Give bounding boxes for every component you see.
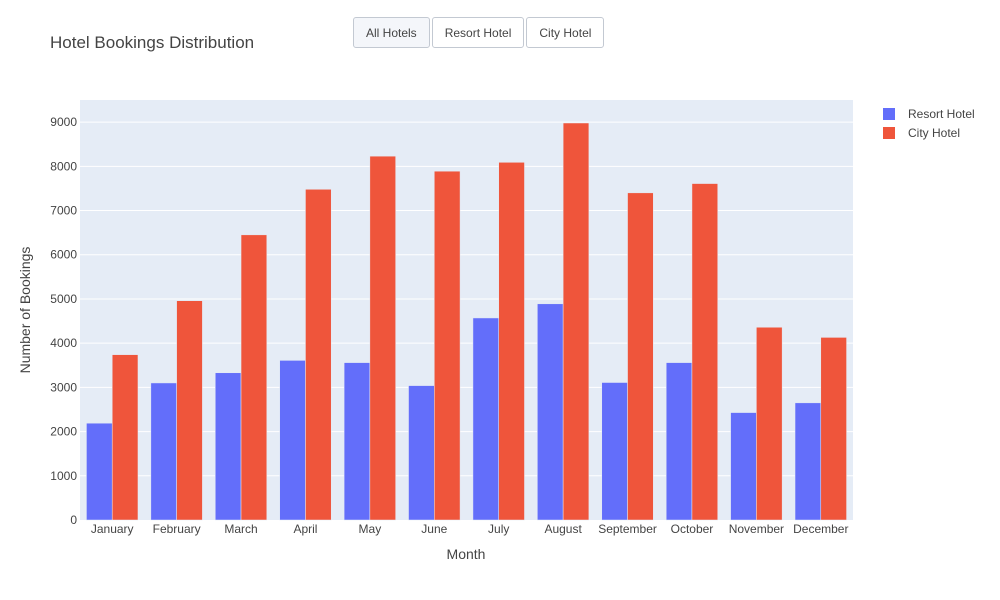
bar-city-hotel-january[interactable] [111,354,139,521]
x-tick-label: June [421,522,447,536]
all-hotels-button[interactable]: All Hotels [353,17,430,48]
chart-title: Hotel Bookings Distribution [50,33,255,52]
x-tick-label: January [91,522,134,536]
bar-city-hotel-july[interactable] [498,162,525,521]
resort-hotel-button[interactable]: Resort Hotel [431,17,525,48]
legend-swatch-resort-hotel[interactable] [883,108,895,120]
y-tick-label: 9000 [50,115,77,129]
x-tick-label: August [544,522,582,536]
y-tick-label: 2000 [50,425,77,439]
bar-resort-hotel-september[interactable] [601,382,628,521]
bar-city-hotel-april[interactable] [305,189,332,521]
x-tick-labels: January February March April May June July Augu… [91,522,849,536]
y-tick-label: 5000 [50,292,77,306]
bar-city-hotel-august[interactable] [562,122,590,521]
bar-resort-hotel-october[interactable] [665,362,693,521]
bars [86,122,847,521]
bar-resort-hotel-june[interactable] [408,385,435,521]
x-tick-label: November [729,522,784,536]
bar-city-hotel-may[interactable] [369,155,396,521]
bar-city-hotel-december[interactable] [820,337,847,521]
y-tick-label: 0 [70,513,77,527]
bar-city-hotel-june[interactable] [434,170,461,521]
legend: Resort Hotel City Hotel [883,107,975,140]
bar-city-hotel-november[interactable] [756,326,783,521]
y-tick-label: 6000 [50,248,77,262]
legend-swatch-city-hotel[interactable] [883,127,895,139]
hotel-filter-buttons: All Hotels Resort Hotel City Hotel [353,17,606,50]
bar-resort-hotel-august[interactable] [537,303,564,521]
bar-city-hotel-march[interactable] [240,234,268,521]
x-tick-label: October [671,522,714,536]
x-tick-label: May [359,522,382,536]
x-axis-title: Month [447,546,486,562]
bar-resort-hotel-march[interactable] [215,372,242,521]
bar-city-hotel-october[interactable] [691,183,718,521]
y-tick-label: 1000 [50,469,77,483]
y-tick-label: 7000 [50,204,77,218]
x-tick-label: September [598,522,657,536]
x-tick-label: March [224,522,257,536]
bar-resort-hotel-january[interactable] [86,422,113,521]
bar-city-hotel-february[interactable] [176,300,203,521]
legend-label-city-hotel[interactable]: City Hotel [908,126,960,140]
y-tick-labels: 0 1000 2000 3000 4000 5000 6000 7000 8000 9000 [50,115,77,527]
x-tick-label: July [488,522,509,536]
bar-resort-hotel-july[interactable] [472,317,499,521]
bar-resort-hotel-may[interactable] [343,362,371,521]
bar-resort-hotel-april[interactable] [279,360,306,521]
x-tick-label: December [793,522,848,536]
legend-label-resort-hotel[interactable]: Resort Hotel [908,107,975,121]
y-axis-title: Number of Bookings [17,247,33,374]
bar-resort-hotel-february[interactable] [150,382,177,521]
city-hotel-button[interactable]: City Hotel [526,17,605,48]
bar-resort-hotel-december[interactable] [794,402,822,521]
y-tick-label: 4000 [50,336,77,350]
bar-city-hotel-september[interactable] [627,192,654,521]
plot-area [80,100,853,520]
x-tick-label: April [293,522,317,536]
y-tick-label: 3000 [50,380,77,394]
bar-resort-hotel-november[interactable] [730,412,757,521]
y-tick-label: 8000 [50,159,77,173]
gridlines [80,121,853,477]
x-tick-label: February [153,522,201,536]
